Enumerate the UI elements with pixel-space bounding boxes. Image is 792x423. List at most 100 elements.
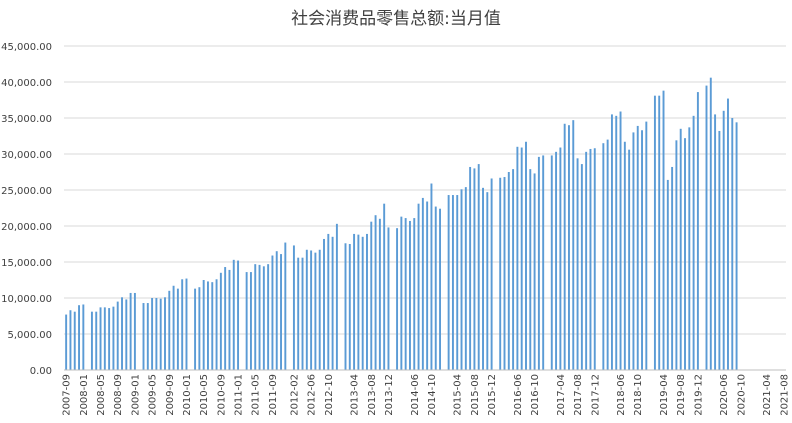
x-tick-label: 2010-01 — [182, 374, 193, 416]
x-tick-label: 2013-08 — [367, 374, 378, 416]
bar — [451, 195, 454, 370]
y-tick-label: 5,000.00 — [7, 330, 52, 341]
bar — [426, 201, 429, 370]
bar — [314, 252, 317, 370]
bar — [628, 149, 631, 370]
bar — [254, 264, 257, 370]
bar — [490, 178, 493, 370]
bar — [361, 236, 364, 370]
bar — [65, 314, 68, 370]
y-tick-label: 30,000.00 — [1, 150, 52, 161]
bar — [727, 98, 729, 370]
bar — [477, 164, 480, 370]
bar — [559, 147, 562, 370]
bar — [421, 197, 424, 370]
bar — [219, 272, 222, 370]
bar — [623, 141, 626, 370]
bar — [576, 158, 579, 370]
bar — [696, 92, 699, 370]
y-tick-label: 20,000.00 — [1, 222, 52, 233]
bar — [249, 272, 252, 370]
bar — [447, 195, 450, 370]
bar — [318, 249, 321, 370]
x-axis-ticks: 2007-09 2008-01 2008-05 2008-09 2009-01 2009-… — [62, 374, 791, 416]
bar — [430, 183, 433, 370]
bar — [645, 121, 648, 370]
bar — [469, 166, 472, 370]
x-tick-label: 2009-09 — [165, 374, 176, 416]
bar — [507, 172, 510, 370]
x-tick-label: 2017-12 — [590, 374, 601, 416]
bar — [133, 292, 136, 370]
bar — [292, 245, 295, 370]
y-tick-label: 25,000.00 — [1, 186, 52, 197]
x-tick-label: 2009-01 — [130, 374, 141, 416]
bar — [520, 147, 523, 370]
x-tick-label: 2009-05 — [148, 374, 159, 416]
y-tick-label: 45,000.00 — [1, 42, 52, 53]
bars — [65, 77, 738, 371]
x-tick-label: 2010-09 — [216, 374, 227, 416]
bar — [82, 304, 85, 370]
bar — [516, 146, 519, 370]
x-tick-label: 2019-08 — [676, 374, 687, 416]
bar — [537, 156, 540, 370]
bar — [142, 303, 145, 370]
bar — [198, 287, 201, 370]
bar — [284, 242, 287, 370]
bar — [245, 272, 248, 370]
y-tick-label: 35,000.00 — [1, 114, 52, 125]
bar — [417, 203, 420, 370]
bar — [387, 227, 390, 370]
bar — [658, 95, 661, 371]
bar — [172, 285, 175, 370]
x-tick-label: 2015-04 — [453, 374, 464, 416]
x-tick-label: 2014-06 — [410, 374, 421, 416]
x-tick-label: 2016-10 — [530, 374, 541, 416]
bar — [301, 257, 304, 370]
bar — [331, 236, 334, 370]
bar — [335, 223, 338, 370]
bar — [718, 130, 721, 370]
bar — [155, 298, 158, 370]
bar — [168, 290, 171, 370]
x-tick-label: 2015-08 — [470, 374, 481, 416]
x-tick-label: 2017-08 — [573, 374, 584, 416]
bar — [396, 228, 399, 370]
x-tick-label: 2018-10 — [633, 374, 644, 416]
x-tick-label: 2020-10 — [736, 374, 747, 416]
bar — [709, 77, 712, 371]
bar — [615, 115, 618, 370]
bar — [606, 139, 609, 370]
x-tick-label: 2013-12 — [384, 374, 395, 416]
bar — [159, 298, 162, 370]
bar — [267, 264, 270, 370]
y-axis-ticks: 0.00 5,000.00 10,000.00 15,000.00 20,000.00 2… — [1, 42, 52, 377]
bar — [125, 299, 128, 370]
bar — [232, 259, 235, 370]
bar — [593, 148, 596, 370]
x-tick-label: 2007-09 — [62, 374, 73, 416]
bar — [310, 250, 313, 370]
bar — [408, 220, 411, 370]
bar — [563, 123, 566, 370]
bar — [602, 143, 605, 370]
bar — [366, 233, 368, 370]
bar — [129, 292, 132, 370]
bar — [632, 132, 635, 370]
y-tick-label: 10,000.00 — [1, 294, 52, 305]
bar — [439, 208, 441, 370]
bar — [671, 166, 674, 370]
bar — [73, 311, 76, 370]
bar — [116, 301, 119, 370]
bar — [258, 264, 261, 370]
bar — [460, 189, 463, 370]
bar — [275, 251, 278, 370]
bar — [473, 168, 476, 370]
bar — [714, 114, 717, 371]
bar — [533, 173, 536, 370]
bar — [121, 297, 123, 370]
bar — [679, 128, 682, 370]
bar — [684, 138, 686, 370]
